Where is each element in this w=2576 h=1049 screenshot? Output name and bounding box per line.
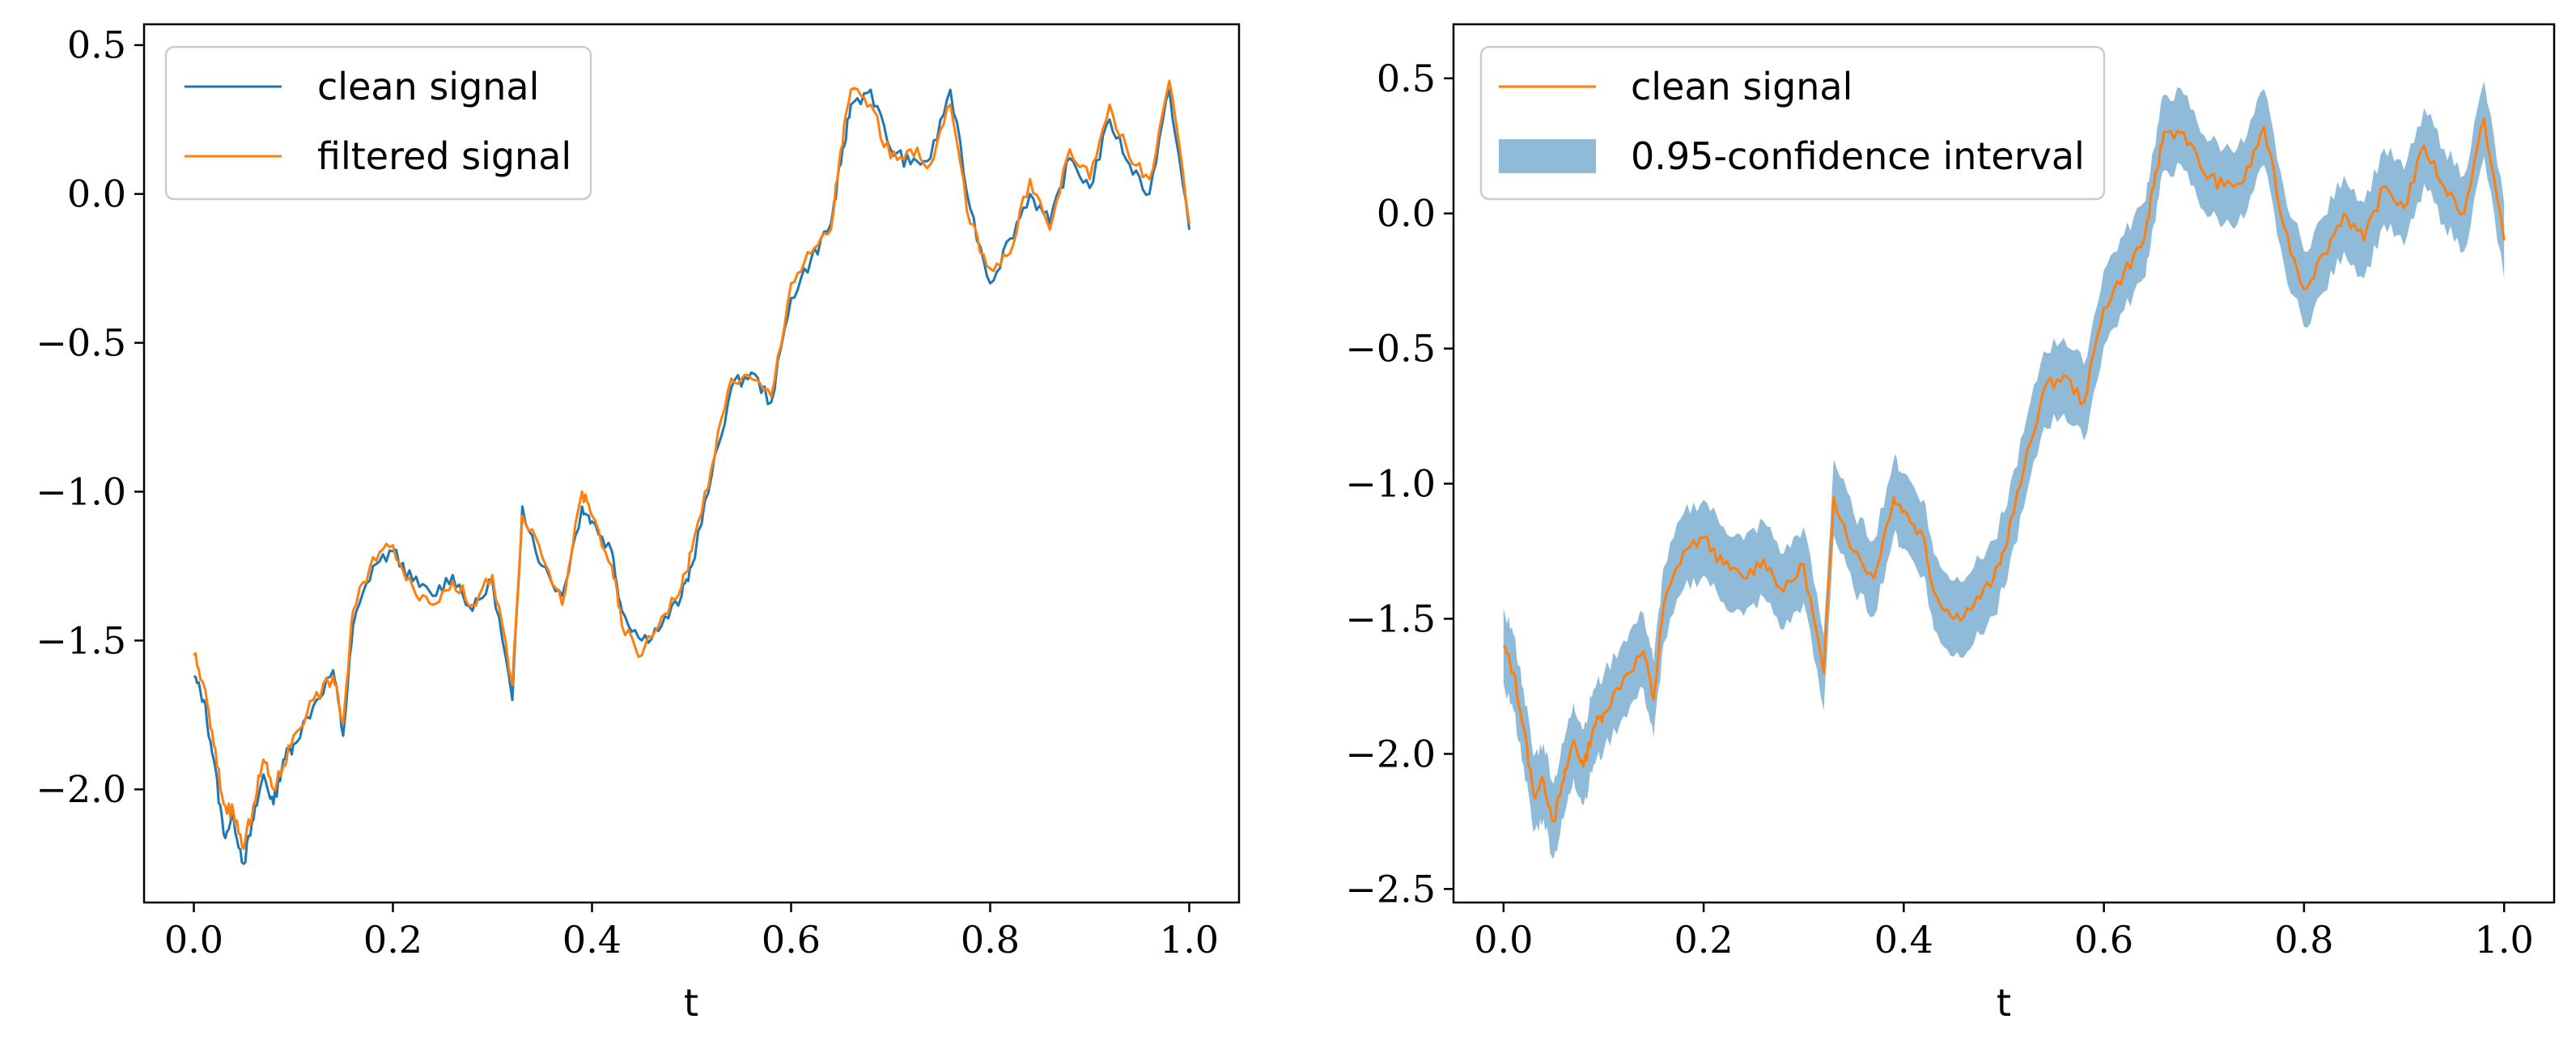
y-tick-label: −2.0 [36, 767, 126, 811]
y-tick-label: −1.0 [1345, 462, 1436, 506]
legend-swatch-confidence-interval [1499, 139, 1596, 173]
y-tick-label: 0.5 [1377, 57, 1436, 100]
legend-label-filtered-signal: filtered signal [317, 134, 571, 178]
left-plot-frame [142, 23, 1241, 904]
right-legend: clean signal 0.95-confidence interval [1479, 45, 2106, 201]
series-line-filtered-signal [193, 79, 1190, 851]
y-tick-label: −1.5 [36, 618, 126, 662]
y-tick-label: −0.5 [36, 321, 126, 365]
x-tick-label: 0.6 [762, 918, 821, 962]
y-tick-label: 0.5 [67, 23, 126, 67]
x-tick-label: 0.4 [562, 918, 622, 962]
x-tick-label: 0.0 [1474, 918, 1533, 962]
y-tick-label: 0.0 [1377, 192, 1436, 236]
x-tick-label: 0.4 [1874, 918, 1933, 962]
series-line-clean-signal [1502, 117, 2506, 823]
right-chart: 0.0 0.2 0.4 0.6 0.8 1.0 −2.5 −2.0 −1.5 −1.0 −0.5 0… [1345, 23, 2556, 1025]
x-tick-label: 0.6 [2074, 918, 2133, 962]
legend-label-confidence-interval: 0.95-confidence interval [1631, 134, 2085, 178]
x-tick-label: 1.0 [1160, 918, 1219, 962]
x-tick-label: 0.2 [363, 918, 422, 962]
right-plot-frame [1452, 23, 2556, 904]
x-tick-label: 0.0 [164, 918, 223, 962]
x-tick-label: 0.8 [961, 918, 1020, 962]
legend-label-clean-signal: clean signal [1631, 65, 1852, 108]
left-legend: clean signal filtered signal [164, 45, 592, 201]
legend-label-clean-signal: clean signal [317, 65, 539, 108]
y-tick-label: −2.0 [1345, 732, 1436, 775]
y-tick-label: −1.5 [1345, 597, 1436, 640]
y-tick-label: −1.0 [36, 469, 126, 513]
x-tick-label: 1.0 [2475, 918, 2534, 962]
y-tick-label: 0.0 [67, 172, 126, 216]
y-tick-label: −0.5 [1345, 327, 1436, 371]
series-line-clean-signal [193, 88, 1190, 865]
y-tick-label: −2.5 [1345, 867, 1436, 911]
left-chart: 0.0 0.2 0.4 0.6 0.8 1.0 −2.0 −1.5 −1.0 −0.5 0.0 0.… [36, 23, 1241, 1025]
left-x-axis-label: t [684, 981, 698, 1025]
right-x-axis-label: t [1997, 981, 2011, 1025]
x-tick-label: 0.8 [2274, 918, 2333, 962]
x-tick-label: 0.2 [1674, 918, 1734, 962]
